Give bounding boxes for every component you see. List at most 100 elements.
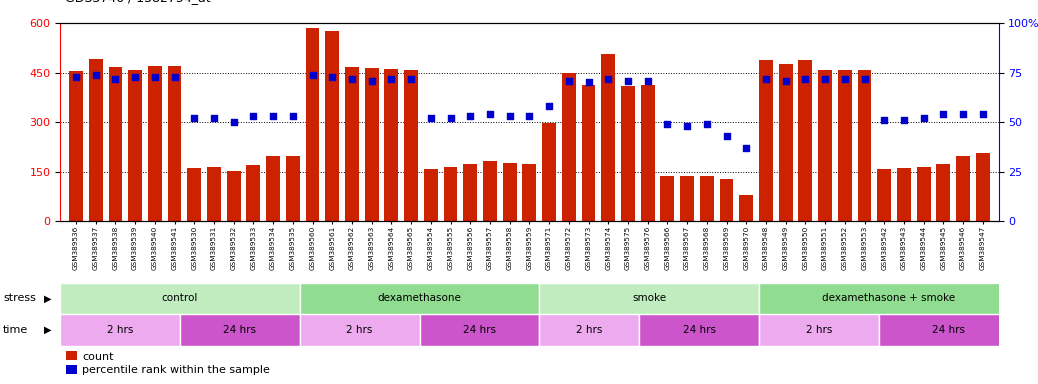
- Bar: [266, 156, 280, 221]
- Text: 2 hrs: 2 hrs: [805, 325, 832, 335]
- Bar: [522, 164, 537, 221]
- Point: [245, 113, 262, 119]
- Point: [422, 115, 439, 121]
- Bar: [168, 66, 182, 221]
- Text: 2 hrs: 2 hrs: [576, 325, 602, 335]
- Bar: [246, 165, 261, 221]
- Bar: [562, 73, 576, 221]
- Point: [482, 111, 498, 117]
- Point: [837, 75, 853, 81]
- Point: [797, 75, 814, 81]
- Point: [699, 121, 715, 127]
- Point: [975, 111, 991, 117]
- Bar: [89, 60, 103, 221]
- Point: [896, 117, 912, 123]
- Text: 24 hrs: 24 hrs: [932, 325, 965, 335]
- Point: [265, 113, 281, 119]
- Bar: [285, 156, 300, 221]
- Bar: [857, 70, 872, 221]
- Bar: [798, 60, 813, 221]
- Bar: [640, 85, 655, 221]
- Point: [186, 115, 202, 121]
- Point: [127, 73, 143, 79]
- Bar: [60, 283, 300, 314]
- Point: [107, 75, 124, 81]
- Point: [166, 73, 183, 79]
- Bar: [70, 71, 83, 221]
- Bar: [818, 70, 832, 221]
- Text: control: control: [162, 293, 198, 303]
- Bar: [621, 86, 635, 221]
- Bar: [660, 175, 675, 221]
- Point: [67, 73, 84, 79]
- Bar: [759, 60, 773, 221]
- Bar: [60, 314, 180, 346]
- Point: [856, 75, 873, 81]
- Point: [935, 111, 952, 117]
- Point: [541, 103, 557, 109]
- Point: [324, 73, 340, 79]
- Bar: [483, 161, 497, 221]
- Bar: [956, 156, 969, 221]
- Text: 24 hrs: 24 hrs: [463, 325, 496, 335]
- Point: [225, 119, 242, 125]
- Bar: [404, 70, 418, 221]
- Bar: [879, 314, 1018, 346]
- Bar: [601, 54, 616, 221]
- Point: [403, 75, 419, 81]
- Point: [679, 123, 695, 129]
- Bar: [345, 67, 359, 221]
- Point: [442, 115, 459, 121]
- Point: [758, 75, 774, 81]
- Bar: [976, 153, 989, 221]
- Bar: [897, 168, 910, 221]
- Bar: [540, 314, 639, 346]
- Point: [817, 75, 834, 81]
- Point: [383, 75, 400, 81]
- Point: [620, 78, 636, 84]
- Bar: [739, 195, 754, 221]
- Text: 2 hrs: 2 hrs: [347, 325, 373, 335]
- Point: [501, 113, 518, 119]
- Bar: [424, 169, 438, 221]
- Bar: [759, 283, 1018, 314]
- Bar: [364, 68, 379, 221]
- Point: [777, 78, 794, 84]
- Bar: [300, 283, 540, 314]
- Bar: [180, 314, 300, 346]
- Point: [955, 111, 972, 117]
- Bar: [148, 66, 162, 221]
- Point: [344, 75, 360, 81]
- Bar: [877, 169, 891, 221]
- Text: 2 hrs: 2 hrs: [107, 325, 133, 335]
- Bar: [759, 314, 879, 346]
- Point: [738, 145, 755, 151]
- Point: [87, 71, 104, 78]
- Text: smoke: smoke: [632, 293, 666, 303]
- Point: [363, 78, 380, 84]
- Bar: [226, 170, 241, 221]
- Bar: [419, 314, 540, 346]
- Text: stress: stress: [3, 293, 36, 303]
- Bar: [187, 168, 201, 221]
- Bar: [129, 70, 142, 221]
- Point: [718, 133, 735, 139]
- Bar: [700, 175, 714, 221]
- Bar: [680, 175, 694, 221]
- Bar: [778, 64, 793, 221]
- Point: [304, 71, 321, 78]
- Bar: [305, 28, 320, 221]
- Bar: [936, 164, 950, 221]
- Point: [639, 78, 656, 84]
- Text: 24 hrs: 24 hrs: [683, 325, 715, 335]
- Point: [146, 73, 163, 79]
- Point: [580, 79, 597, 86]
- Point: [521, 113, 538, 119]
- Bar: [838, 70, 852, 221]
- Bar: [917, 167, 930, 221]
- Bar: [109, 67, 122, 221]
- Bar: [581, 85, 596, 221]
- Text: ▶: ▶: [45, 293, 52, 303]
- Bar: [463, 164, 477, 221]
- Text: 24 hrs: 24 hrs: [223, 325, 256, 335]
